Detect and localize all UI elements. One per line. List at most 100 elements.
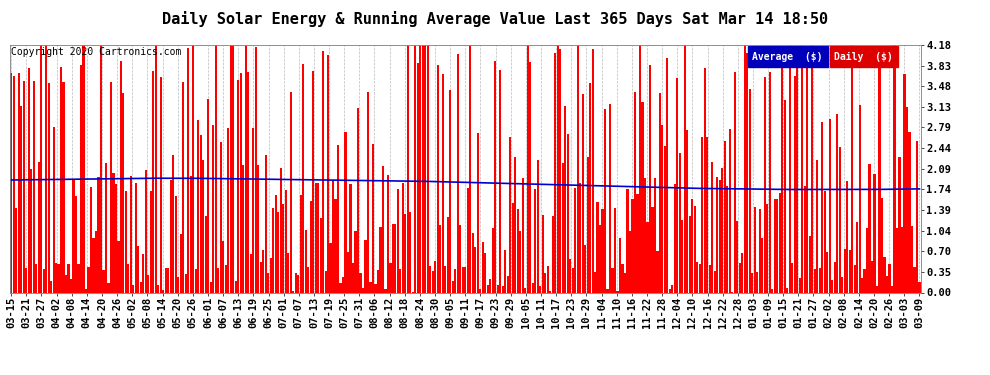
Bar xyxy=(569,259,571,292)
Bar xyxy=(387,176,389,292)
Bar xyxy=(332,181,334,292)
Bar xyxy=(212,125,214,292)
Bar xyxy=(891,286,893,292)
Bar xyxy=(312,71,314,292)
Bar xyxy=(729,129,731,292)
Bar xyxy=(771,289,773,292)
Bar xyxy=(544,273,546,292)
Bar xyxy=(653,178,656,292)
Bar xyxy=(325,271,327,292)
Bar xyxy=(62,82,64,292)
Bar xyxy=(113,173,115,292)
Bar xyxy=(133,285,135,292)
Bar xyxy=(23,81,25,292)
Bar xyxy=(225,266,227,292)
Bar xyxy=(200,135,202,292)
Bar xyxy=(346,252,349,292)
Bar xyxy=(851,45,853,292)
Bar xyxy=(340,283,342,292)
Bar xyxy=(320,218,322,292)
Bar xyxy=(632,200,634,292)
Bar xyxy=(230,45,232,292)
Bar xyxy=(504,249,506,292)
Bar xyxy=(52,128,54,292)
Bar xyxy=(55,263,57,292)
Bar xyxy=(67,264,69,292)
Bar xyxy=(676,78,678,292)
Bar xyxy=(522,178,524,292)
Bar xyxy=(876,286,878,292)
Bar xyxy=(704,68,706,292)
Bar xyxy=(107,284,110,292)
Bar xyxy=(262,250,264,292)
Bar xyxy=(644,178,646,292)
Bar xyxy=(33,81,35,292)
Bar xyxy=(888,264,891,292)
Bar xyxy=(125,191,127,292)
Bar xyxy=(701,137,704,292)
Bar xyxy=(274,195,277,292)
Bar xyxy=(821,123,824,292)
Bar xyxy=(70,279,72,292)
Bar xyxy=(466,188,469,292)
Bar xyxy=(282,204,284,292)
Bar xyxy=(180,234,182,292)
Bar xyxy=(856,222,858,292)
Bar xyxy=(779,193,781,292)
Bar xyxy=(449,90,451,292)
Bar xyxy=(739,264,741,292)
Bar xyxy=(445,266,446,292)
Bar xyxy=(45,45,48,292)
Bar xyxy=(379,227,381,292)
Bar xyxy=(245,45,247,292)
Bar xyxy=(10,73,12,292)
Bar xyxy=(357,108,359,292)
Bar xyxy=(60,67,62,292)
Bar xyxy=(477,133,479,292)
Bar xyxy=(671,285,673,292)
Bar xyxy=(607,290,609,292)
Bar xyxy=(699,264,701,292)
Bar xyxy=(909,132,911,292)
Bar xyxy=(742,253,743,292)
Bar xyxy=(177,277,179,292)
Bar xyxy=(689,216,691,292)
Bar xyxy=(15,208,17,292)
Bar xyxy=(454,269,456,292)
Bar xyxy=(349,184,351,292)
Bar xyxy=(345,132,346,292)
Bar xyxy=(551,216,553,292)
Bar xyxy=(549,291,551,292)
Bar xyxy=(38,162,40,292)
Bar xyxy=(656,251,658,292)
Bar xyxy=(591,49,594,292)
Bar xyxy=(751,273,753,292)
Bar xyxy=(743,45,745,292)
Bar xyxy=(300,195,302,292)
Bar xyxy=(148,275,149,292)
Bar xyxy=(227,128,230,292)
Bar xyxy=(576,45,578,292)
Bar xyxy=(599,225,601,292)
Bar xyxy=(284,190,287,292)
Bar xyxy=(399,269,402,292)
Bar xyxy=(509,137,511,292)
Bar xyxy=(446,217,448,292)
Bar xyxy=(919,282,921,292)
Bar xyxy=(100,45,102,292)
Bar xyxy=(249,254,251,292)
Bar xyxy=(629,231,631,292)
Bar xyxy=(816,160,818,292)
Bar xyxy=(427,45,429,292)
Bar xyxy=(65,275,67,292)
Bar xyxy=(494,61,496,292)
Bar xyxy=(43,268,45,292)
Bar xyxy=(579,183,581,292)
Bar xyxy=(248,72,249,292)
Bar xyxy=(566,134,568,292)
Bar xyxy=(614,207,616,292)
Bar xyxy=(85,289,87,292)
Bar xyxy=(584,246,586,292)
Bar xyxy=(337,145,340,292)
Bar xyxy=(512,203,514,292)
